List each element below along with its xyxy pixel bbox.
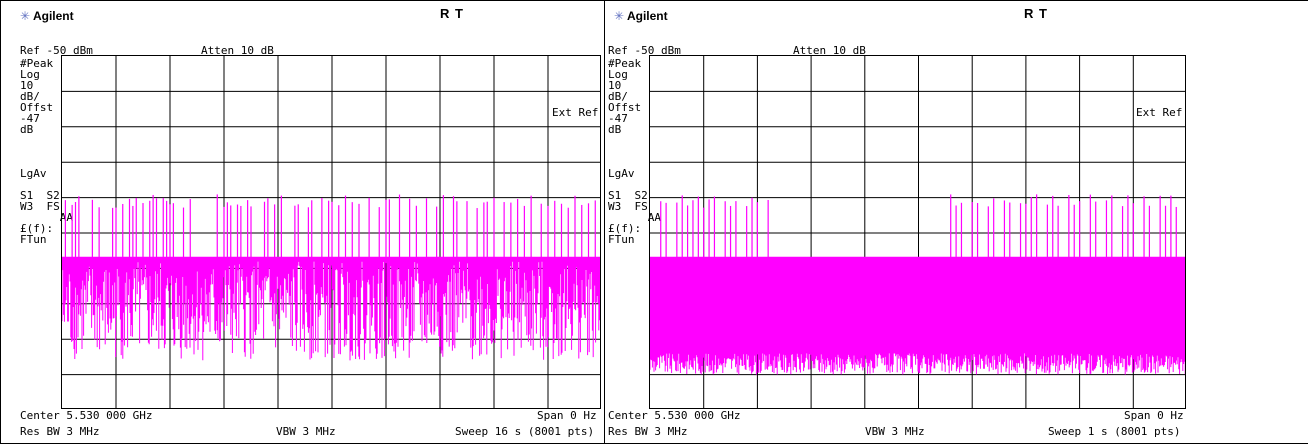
trace-plot <box>650 56 1185 408</box>
side-annotations: #Peak Log 10 dB/Offst -47 dB LgAv S1 S2 W3 FS … <box>20 57 73 246</box>
side-label: £(f): <box>20 222 54 235</box>
attenuation: Atten 10 dB <box>793 44 866 57</box>
side-label: dB/ <box>20 90 40 103</box>
resolution-bandwidth: Res BW 3 MHz <box>20 425 100 438</box>
burst-star-icon: ✳ <box>614 9 625 23</box>
span: Span 0 Hz <box>1124 409 1184 422</box>
graticule <box>649 55 1186 409</box>
side-label: FTun <box>608 233 635 246</box>
burst-band <box>650 257 1185 375</box>
side-annotations: #Peak Log 10 dB/Offst -47 dB LgAv S1 S2 W3 FS … <box>608 57 661 246</box>
burst-band <box>62 257 600 361</box>
side-label: LgAv <box>20 167 47 180</box>
side-label: #Peak <box>20 57 54 70</box>
logo-text: Agilent <box>32 9 74 23</box>
mode-indicator: R T <box>440 6 464 21</box>
side-label: LgAv <box>608 167 635 180</box>
agilent-logo: ✳ Agilent <box>20 9 74 23</box>
side-label: £(f): <box>608 222 642 235</box>
side-label: FTun <box>20 233 47 246</box>
side-label: S1 S2 <box>20 189 60 202</box>
graticule <box>61 55 601 409</box>
side-label: -47 <box>20 112 40 125</box>
resolution-bandwidth: Res BW 3 MHz <box>608 425 688 438</box>
side-label: Log <box>20 68 40 81</box>
logo-text: Agilent <box>626 9 668 23</box>
attenuation: Atten 10 dB <box>201 44 274 57</box>
side-label: dB <box>608 123 622 136</box>
side-label: 10 <box>608 79 622 92</box>
side-label: W3 FS <box>20 200 60 213</box>
sweep-time: Sweep 16 s (8001 pts) <box>455 425 595 438</box>
side-label: Offst <box>20 101 54 114</box>
ext-ref-label: Ext Ref <box>1136 106 1183 119</box>
video-bandwidth: VBW 3 MHz <box>276 425 336 438</box>
analyzer-screen-right: ✳ Agilent R T Ref -50 dBm Atten 10 dB #P… <box>604 0 1308 444</box>
side-label: W3 FS <box>608 200 648 213</box>
side-label: #Peak <box>608 57 642 70</box>
center-frequency: Center 5.530 000 GHz <box>608 409 741 422</box>
analyzer-screen-left: ✳ Agilent R T Ref -50 dBm Atten 10 dB #P… <box>0 0 605 444</box>
side-label: dB/ <box>608 90 628 103</box>
mode-indicator: R T <box>1024 6 1048 21</box>
sweep-time: Sweep 1 s (8001 pts) <box>1048 425 1181 438</box>
trace-plot <box>62 56 600 408</box>
video-bandwidth: VBW 3 MHz <box>865 425 925 438</box>
center-frequency: Center 5.530 000 GHz <box>20 409 153 422</box>
span: Span 0 Hz <box>537 409 597 422</box>
ref-level: Ref -50 dBm <box>608 44 681 57</box>
side-label: dB <box>20 123 34 136</box>
burst-star-icon: ✳ <box>20 9 31 23</box>
side-label: -47 <box>608 112 628 125</box>
ext-ref-label: Ext Ref <box>552 106 599 119</box>
side-label: Offst <box>608 101 642 114</box>
side-label: Log <box>608 68 628 81</box>
ref-level: Ref -50 dBm <box>20 44 93 57</box>
side-label: S1 S2 <box>608 189 648 202</box>
agilent-logo: ✳ Agilent <box>614 9 668 23</box>
side-label: 10 <box>20 79 34 92</box>
